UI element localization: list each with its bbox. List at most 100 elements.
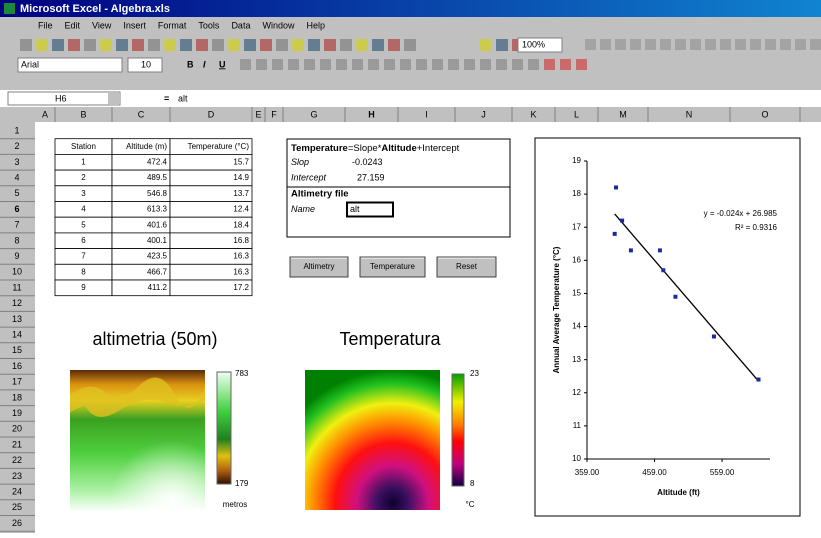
toolbar-button[interactable] — [288, 59, 299, 70]
toolbar-button[interactable] — [228, 39, 240, 51]
toolbar-button[interactable] — [750, 39, 761, 50]
toolbar-button[interactable] — [675, 39, 686, 50]
row-header[interactable]: 3 — [14, 157, 19, 167]
toolbar-button[interactable] — [780, 39, 791, 50]
row-header[interactable]: 6 — [14, 204, 19, 214]
toolbar-button[interactable] — [304, 59, 315, 70]
toolbar-button[interactable] — [585, 39, 596, 50]
toolbar-button[interactable] — [336, 59, 347, 70]
toolbar-button[interactable] — [544, 59, 555, 70]
row-header[interactable]: 22 — [12, 455, 22, 465]
row-header[interactable]: 1 — [14, 125, 19, 135]
menu-item[interactable]: Help — [306, 20, 325, 30]
column-header[interactable]: M — [619, 109, 627, 119]
toolbar-button[interactable] — [340, 39, 352, 51]
toolbar-button[interactable] — [52, 39, 64, 51]
toolbar-button[interactable] — [356, 39, 368, 51]
toolbar-button[interactable] — [384, 59, 395, 70]
toolbar-button[interactable] — [372, 39, 384, 51]
toolbar-button[interactable] — [244, 39, 256, 51]
menu-item[interactable]: Tools — [198, 20, 220, 30]
row-header[interactable]: 12 — [12, 298, 22, 308]
menu-item[interactable]: Data — [231, 20, 250, 30]
menu-item[interactable]: Window — [262, 20, 295, 30]
row-header[interactable]: 26 — [12, 518, 22, 528]
toolbar-button[interactable] — [630, 39, 641, 50]
row-header[interactable]: 18 — [12, 392, 22, 402]
toolbar-button[interactable] — [432, 59, 443, 70]
column-header[interactable]: J — [481, 109, 486, 119]
toolbar-button[interactable] — [512, 59, 523, 70]
toolbar-button[interactable] — [735, 39, 746, 50]
row-header[interactable]: 5 — [14, 188, 19, 198]
toolbar-button[interactable] — [480, 39, 492, 51]
row-header[interactable]: 16 — [12, 361, 22, 371]
toolbar-button[interactable] — [272, 59, 283, 70]
column-header[interactable]: K — [530, 109, 536, 119]
toolbar-button[interactable] — [212, 39, 224, 51]
toolbar-button[interactable] — [400, 59, 411, 70]
toolbar-button[interactable] — [180, 39, 192, 51]
column-header[interactable]: G — [310, 109, 317, 119]
toolbar-button[interactable] — [615, 39, 626, 50]
column-header[interactable]: N — [686, 109, 693, 119]
column-header[interactable]: B — [80, 109, 86, 119]
toolbar-button[interactable] — [810, 39, 821, 50]
column-header[interactable]: H — [368, 109, 375, 119]
menu-item[interactable]: View — [92, 20, 112, 30]
toolbar-button[interactable] — [324, 39, 336, 51]
menu-item[interactable]: File — [38, 20, 53, 30]
row-header[interactable]: 17 — [12, 377, 22, 387]
row-header[interactable]: 25 — [12, 502, 22, 512]
toolbar-button[interactable] — [68, 39, 80, 51]
toolbar-button[interactable] — [560, 59, 571, 70]
column-header[interactable]: D — [208, 109, 215, 119]
toolbar-button[interactable] — [660, 39, 671, 50]
toolbar-button[interactable] — [795, 39, 806, 50]
row-header[interactable]: 15 — [12, 345, 22, 355]
toolbar-button[interactable] — [256, 59, 267, 70]
row-header[interactable]: 14 — [12, 329, 22, 339]
toolbar-button[interactable] — [645, 39, 656, 50]
menu-item[interactable]: Edit — [65, 20, 81, 30]
row-header[interactable]: 4 — [14, 172, 19, 182]
name-box-dropdown[interactable] — [108, 93, 119, 104]
row-header[interactable]: 13 — [12, 314, 22, 324]
column-header[interactable]: F — [271, 109, 277, 119]
row-header[interactable]: 2 — [14, 141, 19, 151]
toolbar-button[interactable] — [276, 39, 288, 51]
row-header[interactable]: 7 — [14, 220, 19, 230]
toolbar-button[interactable] — [240, 59, 251, 70]
row-header[interactable]: 9 — [14, 251, 19, 261]
toolbar-button[interactable] — [388, 39, 400, 51]
toolbar-button[interactable] — [690, 39, 701, 50]
toolbar-button[interactable] — [100, 39, 112, 51]
toolbar-button[interactable] — [320, 59, 331, 70]
row-header[interactable]: 8 — [14, 235, 19, 245]
row-header[interactable]: 24 — [12, 486, 22, 496]
toolbar-button[interactable] — [260, 39, 272, 51]
toolbar-button[interactable] — [404, 39, 416, 51]
column-header[interactable]: C — [138, 109, 145, 119]
toolbar-button[interactable] — [464, 59, 475, 70]
toolbar-button[interactable] — [496, 39, 508, 51]
toolbar-button[interactable] — [116, 39, 128, 51]
row-header[interactable]: 23 — [12, 471, 22, 481]
toolbar-button[interactable] — [765, 39, 776, 50]
column-header[interactable]: I — [425, 109, 428, 119]
row-header[interactable]: 19 — [12, 408, 22, 418]
row-header[interactable]: 10 — [12, 267, 22, 277]
toolbar-button[interactable] — [528, 59, 539, 70]
toolbar-button[interactable] — [352, 59, 363, 70]
toolbar-button[interactable] — [448, 59, 459, 70]
toolbar-button[interactable] — [20, 39, 32, 51]
toolbar-button[interactable] — [148, 39, 160, 51]
toolbar-button[interactable] — [705, 39, 716, 50]
toolbar-button[interactable] — [600, 39, 611, 50]
button-label[interactable]: Reset — [456, 262, 478, 271]
format-button[interactable]: B — [187, 59, 194, 69]
toolbar-button[interactable] — [292, 39, 304, 51]
toolbar-button[interactable] — [196, 39, 208, 51]
toolbar-button[interactable] — [84, 39, 96, 51]
format-button[interactable]: U — [219, 59, 226, 69]
